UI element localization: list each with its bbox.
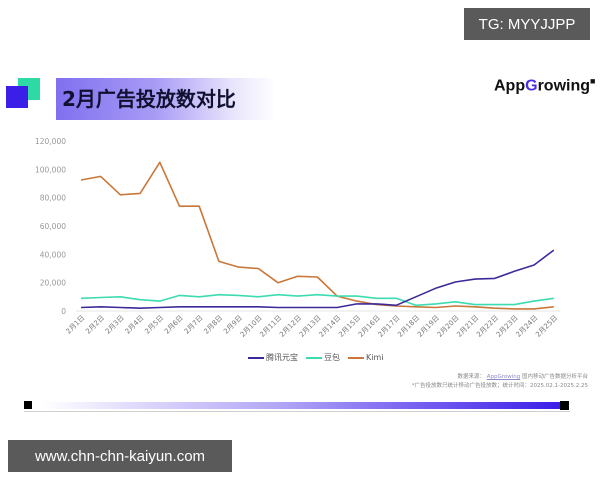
chart-legend: 腾讯元宝 豆包 Kimi — [248, 352, 387, 363]
bar-left-cap — [24, 401, 32, 409]
x-tick-label: 2月25日 — [534, 314, 559, 339]
title-band — [56, 78, 276, 120]
legend-swatch-kimi — [348, 356, 364, 359]
appgrowing-logo: AppGrowing■ — [494, 76, 595, 95]
legend-label-doubao: 豆包 — [324, 353, 340, 362]
stat-note: *广告投放数只统计移动广告投放数；统计时间：2025.02.1-2025.2.2… — [411, 383, 588, 389]
progress-bar-decoration — [24, 401, 570, 412]
source-line: 数据来源： AppGrowing 国内移动广告数据分析平台 — [412, 373, 588, 382]
y-tick-label: 60,000 — [40, 222, 66, 231]
brand-prefix: App — [494, 77, 526, 95]
decorative-squares-icon — [6, 78, 42, 114]
legend-label-kimi: Kimi — [366, 353, 384, 362]
y-tick-label: 100,000 — [35, 165, 66, 174]
line-chart: 020,00040,00060,00080,000100,000120,000 … — [35, 137, 560, 339]
brand-mark: ■ — [590, 76, 596, 86]
watermark-bottom: www.chn-chn-kaiyun.com — [8, 440, 232, 472]
x-tick-label: 2月6日 — [163, 314, 185, 336]
source-desc: 国内移动广告数据分析平台 — [521, 374, 588, 380]
x-axis: 2月1日2月2日2月3日2月4日2月5日2月6日2月7日2月8日2月9日2月10… — [65, 314, 560, 339]
series-line-doubao — [80, 293, 554, 307]
y-axis: 0 20,000 40,000 60,000 80,000 100,000 120,000 — [35, 137, 66, 316]
y-tick-label: 80,000 — [40, 194, 66, 203]
x-tick-label: 2月7日 — [183, 314, 205, 336]
y-tick-label: 40,000 — [40, 250, 66, 259]
bar-underline — [24, 411, 570, 412]
series-line-kimi — [80, 161, 554, 310]
data-source-note: 数据来源： AppGrowing 国内移动广告数据分析平台 *广告投放数只统计移… — [412, 373, 588, 391]
legend-item-kimi: Kimi — [348, 353, 383, 362]
bar-right-cap — [560, 401, 569, 410]
x-tick-label: 2月4日 — [124, 314, 146, 336]
series-line-tencent — [80, 249, 555, 310]
legend-swatch-doubao — [306, 356, 322, 359]
source-label: 数据来源： — [457, 374, 485, 380]
brand-g: G — [525, 77, 538, 95]
legend-swatch-tencent — [248, 356, 264, 359]
source-link[interactable]: AppGrowing — [486, 374, 521, 380]
blue-square-icon — [6, 86, 28, 108]
brand-suffix: rowing — [537, 77, 590, 95]
y-tick-label: 20,000 — [40, 279, 66, 288]
chart-title: 2月广告投放数对比 — [62, 87, 236, 111]
legend-item-doubao: 豆包 — [306, 352, 340, 363]
y-tick-label: 0 — [61, 307, 66, 316]
x-tick-label: 2月1日 — [65, 314, 87, 336]
y-tick-label: 120,000 — [35, 137, 66, 146]
x-tick-label: 2月3日 — [104, 314, 126, 336]
legend-item-tencent: 腾讯元宝 — [248, 352, 298, 363]
legend-label-tencent: 腾讯元宝 — [266, 353, 298, 362]
watermark-top: TG: MYYJJPP — [464, 8, 590, 40]
gradient-bar — [42, 402, 562, 409]
series-lines — [80, 161, 555, 310]
x-tick-label: 2月5日 — [143, 314, 165, 336]
x-tick-label: 2月8日 — [202, 314, 224, 336]
x-tick-label: 2月2日 — [84, 314, 106, 336]
